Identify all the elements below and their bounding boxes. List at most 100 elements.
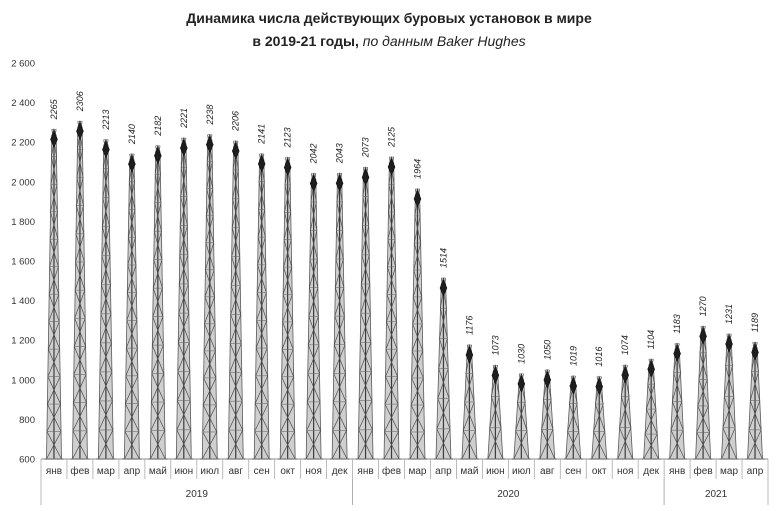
bar xyxy=(226,139,246,460)
data-label: 2043 xyxy=(335,143,345,164)
bar xyxy=(641,358,661,460)
group-label: 2021 xyxy=(705,489,728,500)
group-label: 2019 xyxy=(186,489,209,500)
data-label: 2221 xyxy=(179,108,189,129)
data-label: 1270 xyxy=(698,296,708,316)
bar xyxy=(693,325,713,460)
x-tick-label: июл xyxy=(512,466,531,477)
x-tick-label: мар xyxy=(720,466,738,477)
bar xyxy=(356,166,376,460)
data-label: 1050 xyxy=(542,340,552,360)
bar xyxy=(459,343,479,460)
data-label: 1019 xyxy=(568,346,578,366)
data-label: 1189 xyxy=(750,313,760,332)
y-tick-label: 1 000 xyxy=(11,375,35,386)
bar xyxy=(70,120,90,460)
data-label: 2073 xyxy=(361,137,371,158)
data-label: 1074 xyxy=(620,335,630,355)
y-tick-label: 800 xyxy=(19,415,35,426)
bar xyxy=(745,341,765,460)
data-label: 1964 xyxy=(412,159,422,179)
bar xyxy=(122,152,142,460)
chart-title-line1: Динамика числа действующих буровых устан… xyxy=(186,10,592,26)
data-label: 1073 xyxy=(490,335,500,355)
data-label: 2123 xyxy=(283,127,293,148)
y-tick-label: 600 xyxy=(19,455,35,466)
data-label: 2182 xyxy=(153,116,163,137)
y-tick-label: 2 400 xyxy=(11,98,35,109)
data-label: 1016 xyxy=(594,347,604,367)
data-label: 2213 xyxy=(101,110,111,131)
x-tick-label: июн xyxy=(486,466,505,477)
bar xyxy=(44,128,64,460)
x-tick-label: янв xyxy=(357,466,373,477)
x-tick-label: дек xyxy=(643,466,659,477)
x-tick-label: ноя xyxy=(305,466,322,477)
bar xyxy=(382,155,402,460)
data-label: 2125 xyxy=(387,126,397,148)
bar xyxy=(407,187,427,460)
x-tick-label: авг xyxy=(228,466,243,477)
data-label: 2238 xyxy=(205,105,215,126)
bar xyxy=(200,133,220,460)
bar xyxy=(174,136,194,460)
group-label: 2020 xyxy=(497,489,520,500)
bar xyxy=(433,276,453,460)
data-label: 1030 xyxy=(516,344,526,364)
x-tick-label: июн xyxy=(174,466,193,477)
data-label: 2140 xyxy=(127,124,137,145)
x-tick-label: мар xyxy=(408,466,426,477)
y-tick-label: 2 000 xyxy=(11,177,35,188)
x-tick-label: авг xyxy=(540,466,555,477)
bar xyxy=(537,368,557,460)
bar xyxy=(330,172,350,460)
bar xyxy=(667,342,687,460)
data-label: 1104 xyxy=(646,330,656,349)
x-tick-label: май xyxy=(460,466,478,477)
bar xyxy=(278,156,298,460)
x-tick-label: янв xyxy=(669,466,685,477)
bar xyxy=(511,372,531,460)
x-tick-label: янв xyxy=(46,466,62,477)
data-label: 2265 xyxy=(49,98,59,120)
y-tick-label: 2 600 xyxy=(11,59,35,70)
bar xyxy=(148,144,168,460)
x-tick-label: май xyxy=(149,466,167,477)
x-tick-label: окт xyxy=(592,466,607,477)
data-label: 2206 xyxy=(231,111,241,132)
data-label: 2306 xyxy=(75,91,85,112)
bar xyxy=(252,152,272,460)
bar xyxy=(589,375,609,460)
y-tick-label: 1 800 xyxy=(11,217,35,228)
x-tick-label: сен xyxy=(254,466,270,477)
chart-title-period: в 2019-21 годы, xyxy=(252,33,359,49)
y-tick-label: 1 200 xyxy=(11,336,35,347)
data-label: 2141 xyxy=(257,124,267,145)
chart-title-source: по данным Baker Hughes xyxy=(362,33,526,49)
x-tick-label: фев xyxy=(70,465,89,477)
data-label: 1176 xyxy=(464,316,474,335)
data-label: 1231 xyxy=(724,304,734,324)
y-tick-label: 1 600 xyxy=(11,257,35,268)
chart-title-line2: в 2019-21 годы, по данным Baker Hughes xyxy=(0,33,778,49)
bar xyxy=(96,138,116,460)
bar xyxy=(485,364,505,460)
y-tick-label: 1 400 xyxy=(11,296,35,307)
y-tick-label: 2 200 xyxy=(11,138,35,149)
x-tick-label: ноя xyxy=(617,466,634,477)
x-tick-label: апр xyxy=(124,466,141,477)
bar xyxy=(719,332,739,460)
x-tick-label: июл xyxy=(200,466,219,477)
x-tick-label: мар xyxy=(97,466,115,477)
data-label: 1514 xyxy=(438,248,448,268)
x-tick-label: апр xyxy=(435,466,452,477)
x-tick-label: дек xyxy=(332,466,348,477)
bar xyxy=(615,363,635,460)
bar xyxy=(304,172,324,460)
x-tick-label: сен xyxy=(565,466,581,477)
bar xyxy=(563,374,583,460)
x-tick-label: фев xyxy=(382,465,401,477)
x-tick-label: апр xyxy=(747,466,764,477)
